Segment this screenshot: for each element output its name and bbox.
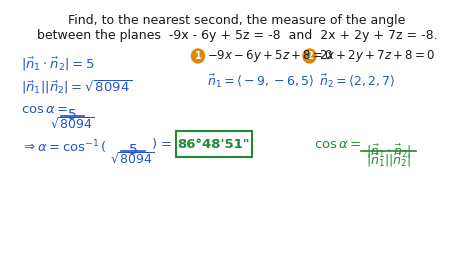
- Text: $-9x-6y+5z+8=0$: $-9x-6y+5z+8=0$: [207, 48, 333, 64]
- Text: Find, to the nearest second, the measure of the angle: Find, to the nearest second, the measure…: [68, 14, 406, 27]
- Text: 5: 5: [68, 108, 77, 122]
- FancyBboxPatch shape: [176, 131, 252, 157]
- Text: ): ): [152, 138, 156, 151]
- Text: $2x+2y+7z+8=0$: $2x+2y+7z+8=0$: [319, 48, 435, 64]
- Text: 5: 5: [128, 143, 137, 157]
- Text: $\sqrt{8094}$: $\sqrt{8094}$: [50, 117, 95, 132]
- Text: 2: 2: [306, 51, 313, 61]
- Text: =: =: [161, 138, 172, 151]
- Text: $\cos\alpha = $: $\cos\alpha = $: [21, 103, 69, 116]
- Circle shape: [191, 49, 204, 63]
- Text: 86°48'51": 86°48'51": [177, 138, 250, 151]
- Text: $\vec{n}_1 = \langle -9,-6,5 \rangle$: $\vec{n}_1 = \langle -9,-6,5 \rangle$: [207, 72, 315, 90]
- Text: between the planes  -9x - 6y + 5z = -8  and  2x + 2y + 7z = -8.: between the planes -9x - 6y + 5z = -8 an…: [36, 29, 438, 42]
- Text: $|\vec{n}_1 \cdot \vec{n}_2| = 5$: $|\vec{n}_1 \cdot \vec{n}_2| = 5$: [21, 56, 95, 73]
- Text: $\cos\alpha = $: $\cos\alpha = $: [314, 138, 362, 151]
- Text: $\vec{n}_2 = \langle 2,2,7 \rangle$: $\vec{n}_2 = \langle 2,2,7 \rangle$: [319, 72, 395, 90]
- Text: 1: 1: [194, 51, 201, 61]
- Circle shape: [303, 49, 316, 63]
- Text: $\sqrt{8094}$: $\sqrt{8094}$: [110, 152, 155, 167]
- Text: $|\vec{n}_1||\vec{n}_2| = \sqrt{8094}$: $|\vec{n}_1||\vec{n}_2| = \sqrt{8094}$: [21, 78, 132, 96]
- Text: $\Rightarrow \alpha = \cos^{-1}($: $\Rightarrow \alpha = \cos^{-1}($: [21, 138, 107, 156]
- Text: $|\vec{n}_1 \cdot \vec{n}_2|$: $|\vec{n}_1 \cdot \vec{n}_2|$: [366, 143, 411, 160]
- Text: $|\vec{n}_1||\vec{n}_2|$: $|\vec{n}_1||\vec{n}_2|$: [366, 152, 411, 169]
